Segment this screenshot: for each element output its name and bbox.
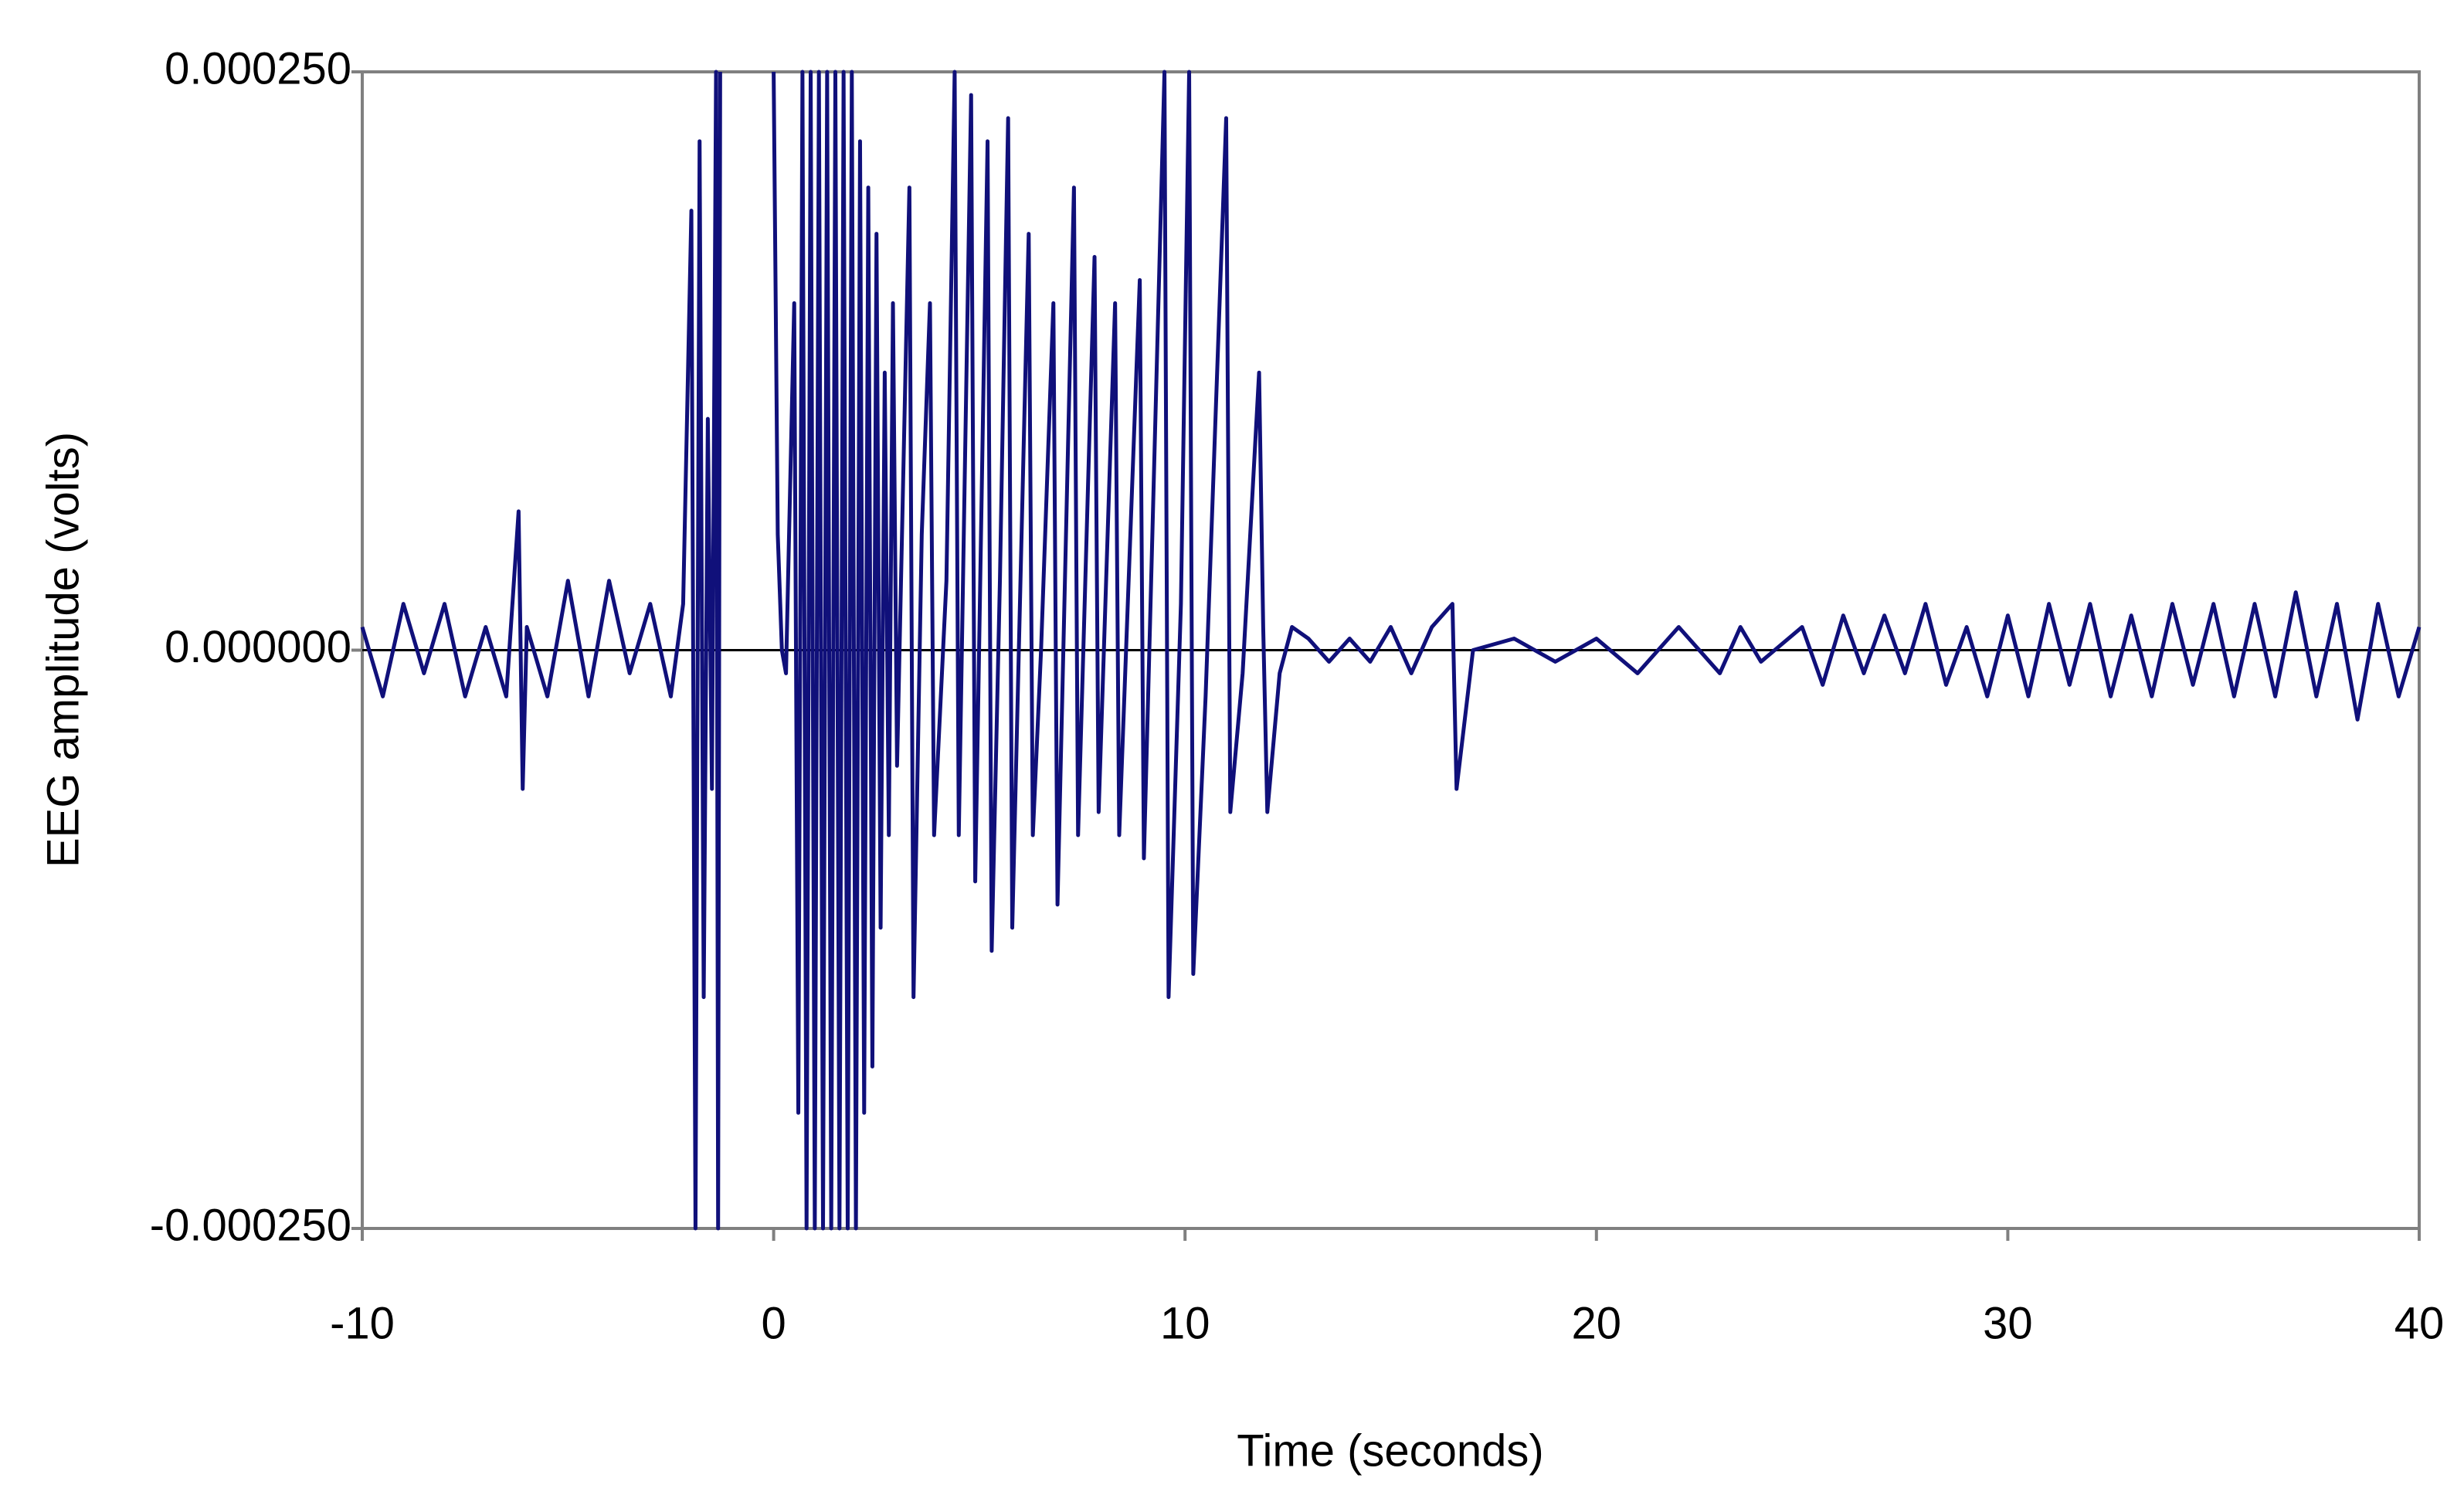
y-axis-label: EEG amplitude (volts) <box>38 432 88 868</box>
x-tick-label: 40 <box>2394 1298 2445 1348</box>
y-tick-label: -0.000250 <box>150 1200 351 1250</box>
x-axis-label: Time (seconds) <box>1237 1425 1544 1476</box>
y-tick-label: 0.000000 <box>165 622 351 672</box>
x-tick-label: 30 <box>1983 1298 2033 1348</box>
x-tick-label: -10 <box>330 1298 395 1348</box>
x-tick-label: 10 <box>1160 1298 1210 1348</box>
eeg-line <box>360 70 2422 1231</box>
y-tick-label: 0.000250 <box>165 43 351 93</box>
x-tick-label: 0 <box>761 1298 786 1348</box>
x-tick-label: 20 <box>1572 1298 1622 1348</box>
